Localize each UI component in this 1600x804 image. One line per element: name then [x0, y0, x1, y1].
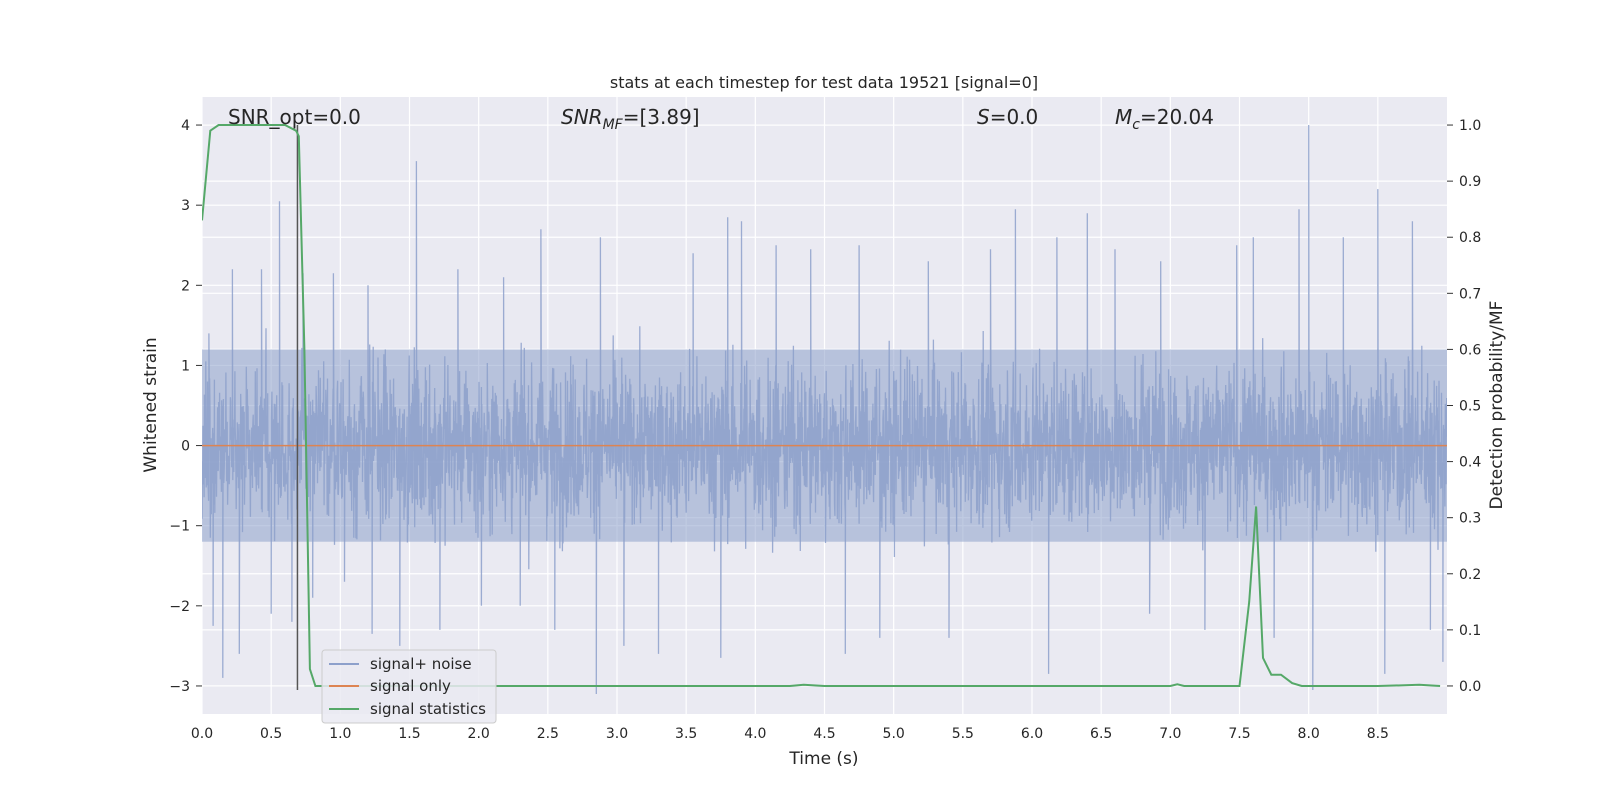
annotation-s: S=0.0 — [977, 105, 1038, 129]
annotation-mc-value: =20.04 — [1140, 105, 1214, 129]
x-tick-label: 4.0 — [744, 726, 766, 742]
y-right-tick-label: 0.8 — [1459, 230, 1481, 246]
x-tick-label: 0.5 — [260, 726, 282, 742]
y-right-tick-label: 0.5 — [1459, 399, 1481, 415]
y-right-tick-label: 0.7 — [1459, 286, 1481, 302]
annotation-snr-mf-value: =[3.89] — [623, 105, 700, 129]
y-left-tick-label: 3 — [181, 198, 190, 214]
x-tick-label: 2.5 — [537, 726, 559, 742]
x-axis-label: Time (s) — [788, 749, 858, 769]
annotation-mc-sub: c — [1132, 117, 1140, 133]
annotation-s-value: =0.0 — [990, 105, 1039, 129]
x-tick-label: 0.0 — [191, 726, 213, 742]
annotations: SNR_opt=0.0 SNRMF=[3.89] S=0.0 Mc=20.04 — [228, 105, 1214, 133]
y-right-tick-label: 0.2 — [1459, 567, 1481, 583]
legend-label-noise: signal+ noise — [370, 655, 472, 673]
legend-label-statistics: signal statistics — [370, 700, 486, 718]
annotation-s-main: S — [977, 105, 990, 129]
x-tick-label: 6.5 — [1090, 726, 1112, 742]
x-tick-label: 1.5 — [398, 726, 420, 742]
y-axis-label-right: Detection probability/MF — [1487, 301, 1507, 510]
legend-label-signal: signal only — [370, 677, 451, 695]
annotation-snr-mf-sub: MF — [603, 117, 624, 133]
x-tick-label: 6.0 — [1021, 726, 1043, 742]
legend-box — [321, 649, 497, 724]
y-left-tick-label: 1 — [181, 358, 190, 374]
y-left-tick-label: −2 — [169, 599, 190, 615]
y-axis-label-left: Whitened strain — [141, 337, 161, 472]
legend: signal+ noise signal only signal statist… — [321, 649, 497, 724]
y-left-tick-label: 2 — [181, 278, 190, 294]
chart-title: stats at each timestep for test data 195… — [610, 73, 1038, 92]
tick-labels: 0.0 0.5 1.0 1.5 2.0 2.5 3.0 3.5 4.0 4.5 5.0 5.5 6.0 6… — [169, 118, 1481, 742]
y-right-tick-label: 0.9 — [1459, 174, 1481, 190]
y-left-tick-label: 4 — [181, 118, 190, 134]
annotation-mc: Mc=20.04 — [1115, 105, 1214, 133]
annotation-snr-opt: SNR_opt=0.0 — [228, 105, 361, 129]
x-tick-label: 4.5 — [813, 726, 835, 742]
y-right-tick-label: 0.6 — [1459, 342, 1481, 358]
annotation-snr-mf-main: SNR — [561, 105, 603, 129]
x-tick-label: 8.5 — [1367, 726, 1389, 742]
y-left-tick-label: 0 — [181, 439, 190, 455]
y-right-tick-label: 0.4 — [1459, 455, 1481, 471]
x-tick-label: 7.0 — [1159, 726, 1181, 742]
y-left-tick-label: −3 — [169, 679, 190, 695]
y-right-tick-label: 1.0 — [1459, 118, 1481, 134]
x-tick-label: 5.0 — [883, 726, 905, 742]
y-right-tick-label: 0.0 — [1459, 679, 1481, 695]
data-layer — [202, 124, 1447, 695]
x-tick-label: 3.0 — [606, 726, 628, 742]
series-signal-statistics-line — [202, 124, 1441, 687]
x-tick-label: 3.5 — [675, 726, 697, 742]
x-tick-label: 8.0 — [1298, 726, 1320, 742]
y-right-tick-label: 0.1 — [1459, 623, 1481, 639]
x-tick-label: 7.5 — [1228, 726, 1250, 742]
y-left-tick-label: −1 — [169, 519, 190, 535]
x-tick-label: 1.0 — [329, 726, 351, 742]
annotation-snr-mf: SNRMF=[3.89] — [561, 105, 700, 133]
x-tick-label: 2.0 — [468, 726, 490, 742]
x-tick-label: 5.5 — [952, 726, 974, 742]
annotation-mc-main: M — [1115, 105, 1132, 129]
y-right-tick-label: 0.3 — [1459, 511, 1481, 527]
